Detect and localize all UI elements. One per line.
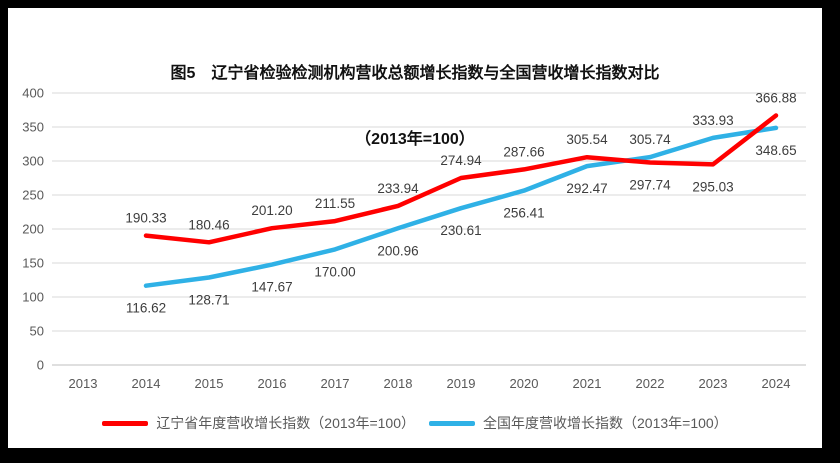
y-axis-tick-label: 400 (22, 86, 44, 101)
x-axis-tick-label: 2023 (699, 376, 728, 391)
data-label: 170.00 (314, 264, 355, 279)
x-axis-tick-label: 2018 (384, 376, 413, 391)
series-line-national (143, 125, 779, 288)
legend-line-swatch-red (102, 420, 149, 426)
y-axis-tick-label: 250 (22, 188, 44, 203)
data-label: 256.41 (503, 206, 544, 221)
legend-line-swatch-blue (429, 420, 475, 426)
y-axis-tick-label: 50 (30, 324, 44, 339)
chart-legend: 辽宁省年度营收增长指数（2013年=100） 全国年度营收增长指数（2013年=… (8, 413, 822, 433)
data-label: 147.67 (251, 280, 292, 295)
line-chart-plot: 0 50 100 150 200 250 300 350 400 2013 2014 2015 2016… (22, 86, 806, 391)
y-axis-tick-label: 0 (37, 358, 44, 373)
chart-title-line2: （2013年=100） (355, 131, 475, 148)
x-axis-tick-label: 2016 (258, 376, 287, 391)
legend-label-national: 全国年度营收增长指数（2013年=100） (483, 415, 728, 431)
x-axis-tick-label: 2013 (69, 376, 98, 391)
data-label: 200.96 (377, 243, 418, 258)
x-axis-tick-label: 2015 (195, 376, 224, 391)
legend-item-liaoning: 辽宁省年度营收增长指数（2013年=100） (102, 413, 415, 433)
data-label: 180.46 (188, 217, 229, 232)
data-label: 201.20 (251, 203, 292, 218)
x-axis-tick-label: 2019 (447, 376, 476, 391)
y-axis-tick-label: 100 (22, 290, 44, 305)
data-label: 366.88 (755, 91, 796, 106)
data-label: 274.94 (440, 153, 482, 168)
data-label: 333.93 (692, 113, 733, 128)
x-axis-tick-label: 2024 (762, 376, 791, 391)
y-axis-tick-label: 300 (22, 154, 44, 169)
y-axis-tick-label: 150 (22, 256, 44, 271)
data-label: 295.03 (692, 179, 733, 194)
x-axis-tick-label: 2014 (132, 376, 161, 391)
y-axis-tick-label: 350 (22, 120, 44, 135)
y-axis-tick-label: 200 (22, 222, 44, 237)
data-label: 305.54 (566, 132, 608, 147)
chart-title-line1: 图5 辽宁省检验检测机构营收总额增长指数与全国营收增长指数对比 (170, 65, 660, 82)
data-label: 305.74 (629, 132, 671, 147)
data-label: 292.47 (566, 181, 607, 196)
data-label: 211.55 (315, 196, 355, 211)
data-label: 190.33 (125, 211, 166, 226)
chart-title: 图5 辽宁省检验检测机构营收总额增长指数与全国营收增长指数对比 （2013年=1… (8, 19, 822, 195)
data-label: 287.66 (503, 144, 544, 159)
data-label: 348.65 (755, 143, 796, 158)
data-label: 297.74 (629, 178, 671, 193)
data-label: 230.61 (440, 223, 481, 238)
data-label: 128.71 (188, 292, 229, 307)
legend-item-national: 全国年度营收增长指数（2013年=100） (429, 413, 728, 433)
data-label: 233.94 (377, 181, 419, 196)
data-label: 116.62 (126, 301, 166, 316)
series-line-liaoning (143, 113, 779, 245)
x-axis-tick-label: 2017 (321, 376, 350, 391)
x-axis-tick-label: 2020 (510, 376, 539, 391)
x-axis-tick-label: 2021 (573, 376, 602, 391)
legend-label-liaoning: 辽宁省年度营收增长指数（2013年=100） (156, 415, 415, 431)
x-axis-tick-label: 2022 (636, 376, 665, 391)
